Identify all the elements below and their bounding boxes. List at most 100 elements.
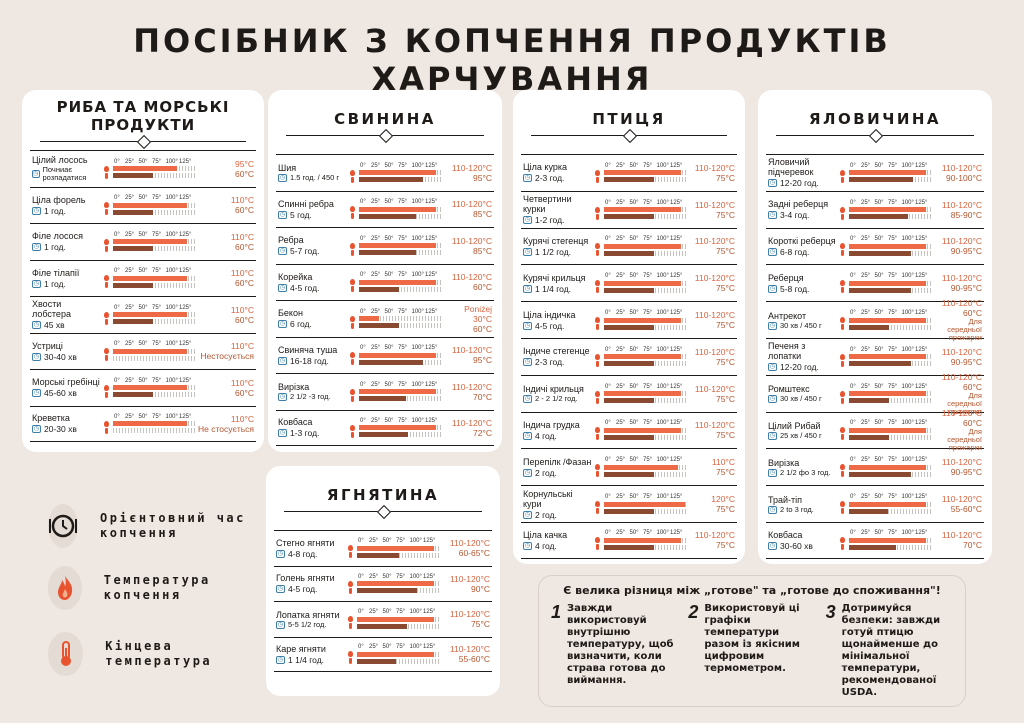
item-label-block: Стегно ягняти ◷ 4-8 год. xyxy=(276,538,346,559)
temp-gauge: 0° 25° 50° 75° 100° 125° xyxy=(346,644,441,665)
item-time: 4-5 год. xyxy=(288,584,318,595)
gauge-scale: 0° 25° 50° 75° 100° 125° xyxy=(104,268,197,274)
gauge-scale: 0° 25° 50° 75° 100° 125° xyxy=(350,199,443,205)
item-temps: 110-120°C 75°C xyxy=(688,420,735,440)
final-bar-line xyxy=(350,395,443,402)
scale-tick-label: 25° xyxy=(371,417,381,424)
gauge-track xyxy=(604,324,688,330)
final-bar-line xyxy=(595,434,688,441)
scale-tick-label: 25° xyxy=(861,346,871,353)
final-bar-line xyxy=(350,322,443,329)
gauge-scale: 0° 25° 50° 75° 100° 125° xyxy=(350,236,443,242)
item-temps: 110°C 60°C xyxy=(197,195,254,215)
item-time: 5-5 1/2 год. xyxy=(288,619,327,629)
flame-icon xyxy=(350,206,355,213)
scale-tick-label: 100° xyxy=(901,310,914,317)
flame-icon xyxy=(595,353,600,360)
flame-icon xyxy=(595,206,600,213)
thermometer-icon xyxy=(841,471,844,478)
item-temps: 110-120°C 85°C xyxy=(443,199,492,219)
item-name: Цілий лосось xyxy=(32,155,88,166)
scale-tick-label: 125° xyxy=(425,162,438,169)
list-item: Цілий Рибай ◷ 25 хв / 450 г 0° 25° 50° 75° 100°… xyxy=(766,408,984,452)
scale-tick-label: 75° xyxy=(152,377,162,384)
smoke-temp: 110-120°C xyxy=(941,494,982,505)
item-time-block: ◷ 4-5 год. xyxy=(278,283,348,293)
item-temps: 110-120°C 75°C xyxy=(688,200,735,220)
smoke-bar-line xyxy=(595,427,688,434)
flame-icon xyxy=(840,537,845,544)
item-temps: 110°C Нестосується xyxy=(197,341,254,361)
final-bar xyxy=(357,623,408,629)
smoke-temp: 120°C xyxy=(711,494,735,505)
scale-tick-label: 100° xyxy=(656,383,669,390)
item-list: Ціла курка ◷ 2-3 год. 0° 25° 50° 75° 100° 125° 11… xyxy=(521,154,737,559)
item-label-block: Ковбаса ◷ 1-3 год. xyxy=(278,417,348,438)
thermometer-icon xyxy=(841,324,844,331)
scale-tick-label: 125° xyxy=(179,268,192,275)
gauge-scale: 0° 25° 50° 75° 100° 125° xyxy=(104,378,197,384)
smoke-bar-line xyxy=(348,616,441,623)
gauge-track xyxy=(359,213,443,219)
scale-tick-label: 25° xyxy=(616,494,626,501)
gauge-scale: 0° 25° 50° 75° 100° 125° xyxy=(350,382,443,388)
smoke-temp: 110-120°C xyxy=(694,273,735,284)
scale-tick-label: 75° xyxy=(398,381,408,388)
scale-tick-label: 100° xyxy=(165,304,178,311)
smoke-bar-line xyxy=(350,242,443,249)
final-bar xyxy=(849,324,890,330)
scale-tick-label: 0° xyxy=(605,310,611,317)
gauge-track xyxy=(604,361,688,367)
final-temp: 75°C xyxy=(716,467,735,478)
scale-tick-label: 50° xyxy=(874,310,884,317)
scale-tick-label: 100° xyxy=(901,420,914,427)
smoke-bar-line xyxy=(840,169,933,176)
temp-gauge: 0° 25° 50° 75° 100° 125° xyxy=(593,200,688,220)
item-temps: 110-120°C 60°C Для середньої прожарки xyxy=(933,372,982,416)
item-time: 1 год. xyxy=(44,278,66,289)
gauge-track xyxy=(604,243,688,249)
thermometer-icon xyxy=(596,324,599,331)
clock-icon: ◷ xyxy=(32,243,41,252)
scale-tick-label: 75° xyxy=(398,345,408,352)
scale-tick-label: 25° xyxy=(125,413,135,420)
item-label-block: Корейка ◷ 4-5 год. xyxy=(278,272,348,293)
smoke-bar xyxy=(604,537,682,543)
list-item: Четвертини курки ◷ 1-2 год. 0° 25° 50° 75° 100°… xyxy=(521,190,737,228)
final-bar xyxy=(604,214,655,220)
item-temps: Poniżej 30°C 60°C xyxy=(443,304,492,334)
scale-tick-label: 125° xyxy=(179,231,192,238)
gauge-track xyxy=(849,391,933,397)
item-time-block: ◷ 12-20 год. xyxy=(768,362,838,372)
final-bar-line xyxy=(350,359,443,366)
item-temps: 110°C Не стосується xyxy=(197,414,254,434)
smoke-bar xyxy=(604,501,685,507)
list-item: Ціла форель ◷ 1 год. 0° 25° 50° 75° 100° 125° 110… xyxy=(30,186,256,224)
gauge-scale: 0° 25° 50° 75° 100° 125° xyxy=(840,457,933,463)
temp-gauge: 0° 25° 50° 75° 100° 125° xyxy=(838,420,933,441)
smoke-temp: 95°C xyxy=(235,158,254,169)
temp-gauge: 0° 25° 50° 75° 100° 125° xyxy=(102,195,197,216)
scale-tick-label: 100° xyxy=(165,268,178,275)
gauge-track xyxy=(113,275,197,281)
scale-tick-label: 125° xyxy=(915,162,928,169)
item-time-block: ◷ 4-8 год. xyxy=(276,549,346,559)
scale-tick-label: 0° xyxy=(114,377,120,384)
temp-gauge: 0° 25° 50° 75° 100° 125° xyxy=(593,347,688,367)
flame-icon xyxy=(840,169,845,176)
scale-tick-label: 75° xyxy=(152,195,162,202)
item-temps: 110-120°C 85-90°C xyxy=(933,200,982,220)
final-temp: 75°C xyxy=(716,172,735,183)
gauge-track xyxy=(849,427,933,433)
title-divider xyxy=(40,136,246,146)
scale-tick-label: 75° xyxy=(643,457,653,464)
smoke-bar-line xyxy=(104,348,197,355)
temp-gauge: 0° 25° 50° 75° 100° 125° xyxy=(102,414,197,434)
item-label-block: Реберця ◷ 5-8 год. xyxy=(768,273,838,294)
scale-tick-label: 75° xyxy=(398,235,408,242)
final-bar-line xyxy=(595,176,688,183)
legend-item-time: Орієнтовний час копчення xyxy=(48,504,253,548)
scale-tick-label: 25° xyxy=(125,195,135,202)
scale-tick-label: 50° xyxy=(874,346,884,353)
final-bar-line xyxy=(595,360,688,367)
